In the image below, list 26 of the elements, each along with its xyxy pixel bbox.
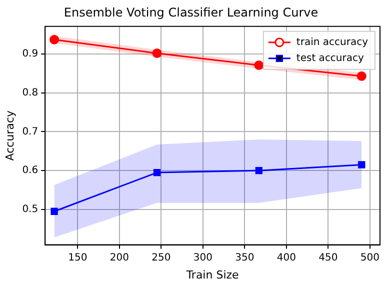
x-axis-title: Train Size bbox=[185, 268, 240, 282]
point bbox=[50, 208, 58, 215]
point bbox=[153, 168, 161, 176]
y-axis-title: Accuracy bbox=[3, 110, 16, 161]
point bbox=[50, 34, 60, 44]
legend-label: train accuracy bbox=[296, 36, 368, 48]
y-tick-label: 0.9 bbox=[22, 48, 38, 60]
point bbox=[356, 71, 366, 81]
point bbox=[255, 166, 262, 174]
x-tick-label: 500 bbox=[360, 252, 380, 264]
x-tick-label: 200 bbox=[110, 252, 129, 264]
x-tick-label: 350 bbox=[235, 252, 254, 264]
y-tick-label: 0.8 bbox=[22, 87, 38, 98]
point bbox=[358, 161, 366, 168]
point bbox=[254, 60, 264, 70]
x-tick-label: 150 bbox=[68, 252, 88, 264]
y-tick-label: 0.5 bbox=[22, 204, 38, 216]
x-tick-label: 300 bbox=[193, 252, 212, 264]
point bbox=[152, 48, 162, 58]
x-tick-label: 400 bbox=[276, 252, 296, 264]
x-tick-label: 450 bbox=[318, 252, 338, 264]
y-tick-label: 0.6 bbox=[22, 165, 38, 176]
y-tick-label: 0.7 bbox=[22, 126, 38, 138]
legend-label: test accuracy bbox=[296, 52, 364, 64]
x-tick-label: 250 bbox=[152, 252, 171, 264]
chart-title: Ensemble Voting Classifier Learning Curve bbox=[64, 5, 318, 20]
